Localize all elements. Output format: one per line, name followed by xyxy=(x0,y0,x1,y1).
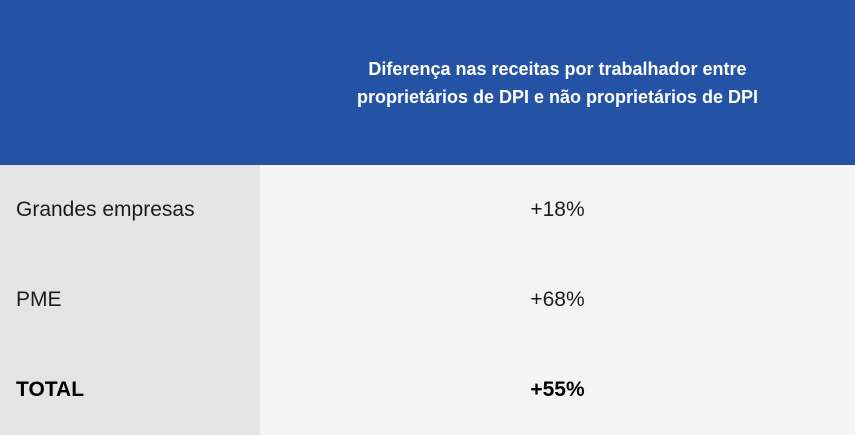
table-title-line1: Diferença nas receitas por trabalhador e… xyxy=(368,58,747,79)
header-title-cell: Diferença nas receitas por trabalhador e… xyxy=(260,55,855,111)
row-label: TOTAL xyxy=(0,345,260,435)
row-value: +18% xyxy=(260,165,855,255)
table-body: Grandes empresas +18% PME +68% TOTAL +55… xyxy=(0,165,855,435)
table-header: Diferença nas receitas por trabalhador e… xyxy=(0,0,855,165)
table-row-total: TOTAL +55% xyxy=(0,345,855,435)
table-title-line2: proprietários de DPI e não proprietários… xyxy=(356,86,759,107)
row-value: +55% xyxy=(260,345,855,435)
table-row-pme: PME +68% xyxy=(0,255,855,345)
table-row-grandes-empresas: Grandes empresas +18% xyxy=(0,165,855,255)
row-label: Grandes empresas xyxy=(0,165,260,255)
table-title: Diferença nas receitas por trabalhador e… xyxy=(357,55,758,111)
row-value: +68% xyxy=(260,255,855,345)
row-label: PME xyxy=(0,255,260,345)
